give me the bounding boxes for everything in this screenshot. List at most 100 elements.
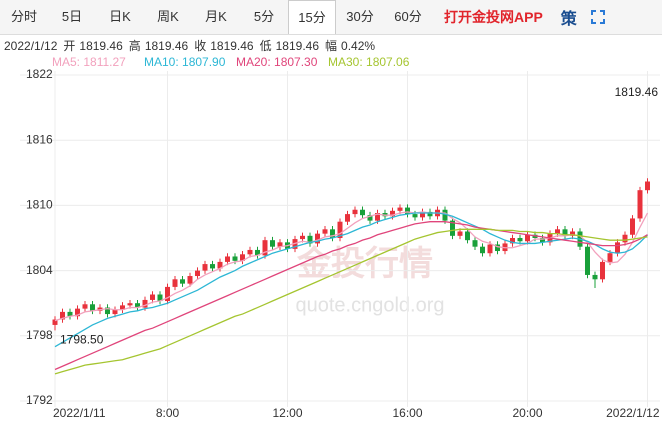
tab[interactable]: 30分 bbox=[346, 9, 374, 24]
candle-body bbox=[60, 311, 65, 320]
candle-body bbox=[217, 261, 223, 269]
candle-body bbox=[150, 294, 155, 300]
candle-body bbox=[352, 209, 358, 215]
x-tick-label: 2022/1/11 bbox=[53, 406, 106, 420]
tab[interactable]: 日K bbox=[109, 9, 131, 24]
candle-body bbox=[240, 254, 245, 261]
candle-body bbox=[142, 299, 148, 308]
candle-body bbox=[592, 274, 598, 280]
candle-body bbox=[135, 303, 140, 308]
candle-body bbox=[427, 211, 433, 217]
fullscreen-button[interactable] bbox=[590, 10, 605, 24]
y-tick-label: 1804 bbox=[26, 263, 53, 277]
promo-link[interactable]: 打开金投网APP bbox=[444, 9, 543, 25]
info-value: 1819.46 bbox=[145, 39, 189, 53]
candle-body bbox=[322, 229, 328, 234]
candle-body bbox=[247, 249, 253, 255]
candle-body bbox=[630, 218, 635, 235]
candle-body bbox=[442, 209, 448, 221]
candle-body bbox=[412, 214, 418, 218]
info-label: 低 bbox=[260, 39, 272, 53]
candle-body bbox=[517, 238, 523, 242]
candle-body bbox=[645, 181, 650, 191]
candle-body bbox=[420, 211, 425, 218]
candle-body bbox=[397, 207, 403, 211]
candle-body bbox=[82, 304, 88, 309]
candle-body bbox=[157, 294, 163, 302]
candle-body bbox=[637, 190, 643, 219]
info-value: 1819.46 bbox=[276, 39, 320, 53]
tab[interactable]: 5日 bbox=[61, 9, 83, 24]
candle-body bbox=[187, 276, 193, 284]
candle-body bbox=[300, 235, 305, 240]
legend-entry: MA20: 1807.30 bbox=[236, 55, 318, 69]
candle-body bbox=[345, 214, 350, 222]
candle-body bbox=[360, 209, 365, 216]
ma-line bbox=[54, 212, 648, 348]
legend-entry: MA5: 1811.27 bbox=[52, 55, 126, 69]
x-tick-label: 16:00 bbox=[392, 406, 422, 420]
candle-body bbox=[330, 229, 335, 238]
candle-body bbox=[465, 231, 470, 241]
candle-body bbox=[495, 244, 500, 252]
candle-body bbox=[450, 220, 455, 236]
legend-entry: MA30: 1807.06 bbox=[328, 55, 410, 69]
tab[interactable]: 5分 bbox=[253, 9, 275, 24]
candle-body bbox=[337, 221, 343, 238]
tab[interactable]: 60分 bbox=[394, 9, 422, 24]
y-tick-label: 1798 bbox=[26, 328, 53, 342]
candle-body bbox=[600, 261, 605, 280]
candle-body bbox=[367, 215, 373, 221]
candle-body bbox=[270, 240, 275, 247]
x-tick-label: 20:00 bbox=[512, 406, 542, 420]
candle-body bbox=[127, 303, 133, 306]
candle-body bbox=[232, 256, 238, 261]
candle-body bbox=[585, 246, 590, 275]
info-label: 开 bbox=[63, 39, 75, 53]
candle-body bbox=[405, 207, 410, 215]
info-label: 幅 bbox=[325, 38, 337, 53]
candle-body bbox=[540, 238, 545, 243]
candle-body bbox=[210, 264, 215, 269]
info-label: 高 bbox=[129, 38, 141, 53]
candle-body bbox=[90, 304, 95, 311]
candle-body bbox=[390, 210, 395, 217]
legend-entry: MA10: 1807.90 bbox=[144, 55, 226, 69]
info-line: 2022/1/12 开 1819.46 高 1819.46 收 1819.46 低 1819.4… bbox=[4, 38, 375, 53]
candle-body bbox=[510, 238, 515, 244]
candle-body bbox=[525, 234, 530, 242]
x-tick-label: 12:00 bbox=[272, 406, 302, 420]
watermark: 金投行情 bbox=[296, 244, 433, 283]
y-tick-label: 1792 bbox=[26, 393, 53, 407]
candle-body bbox=[172, 279, 178, 287]
strategy-button[interactable]: 策 bbox=[560, 11, 577, 28]
tab[interactable]: 月K bbox=[205, 9, 227, 24]
tab[interactable]: 15分 bbox=[288, 0, 336, 34]
candle-body bbox=[562, 229, 568, 236]
tab[interactable]: 分时 bbox=[10, 9, 37, 24]
candle-body bbox=[472, 240, 478, 247]
y-tick-label: 1822 bbox=[26, 67, 53, 81]
candle-body bbox=[52, 319, 58, 325]
chart: 2022/1/12 开 1819.46 高 1819.46 收 1819.46 低 1819.4… bbox=[4, 38, 660, 420]
candle-body bbox=[457, 231, 463, 236]
candle-body bbox=[555, 229, 560, 234]
candle-body bbox=[607, 253, 613, 262]
info-value: 1819.46 bbox=[210, 39, 254, 53]
watermark: quote.cngold.org bbox=[295, 294, 444, 316]
tab[interactable]: 周K bbox=[157, 9, 179, 24]
candle-body bbox=[307, 235, 313, 244]
candle-body bbox=[225, 256, 230, 262]
candle-body bbox=[75, 308, 80, 317]
info-value: 1819.46 bbox=[79, 39, 123, 53]
x-tick-label: 2022/1/12 bbox=[606, 406, 660, 420]
candle-body bbox=[112, 309, 118, 315]
ma-line bbox=[54, 221, 648, 371]
candle-body bbox=[315, 233, 320, 244]
candle-body bbox=[622, 234, 628, 243]
info-date: 2022/1/12 bbox=[4, 39, 58, 53]
candle-body bbox=[202, 264, 208, 271]
candle-body bbox=[255, 249, 260, 256]
candle-body bbox=[480, 246, 485, 254]
